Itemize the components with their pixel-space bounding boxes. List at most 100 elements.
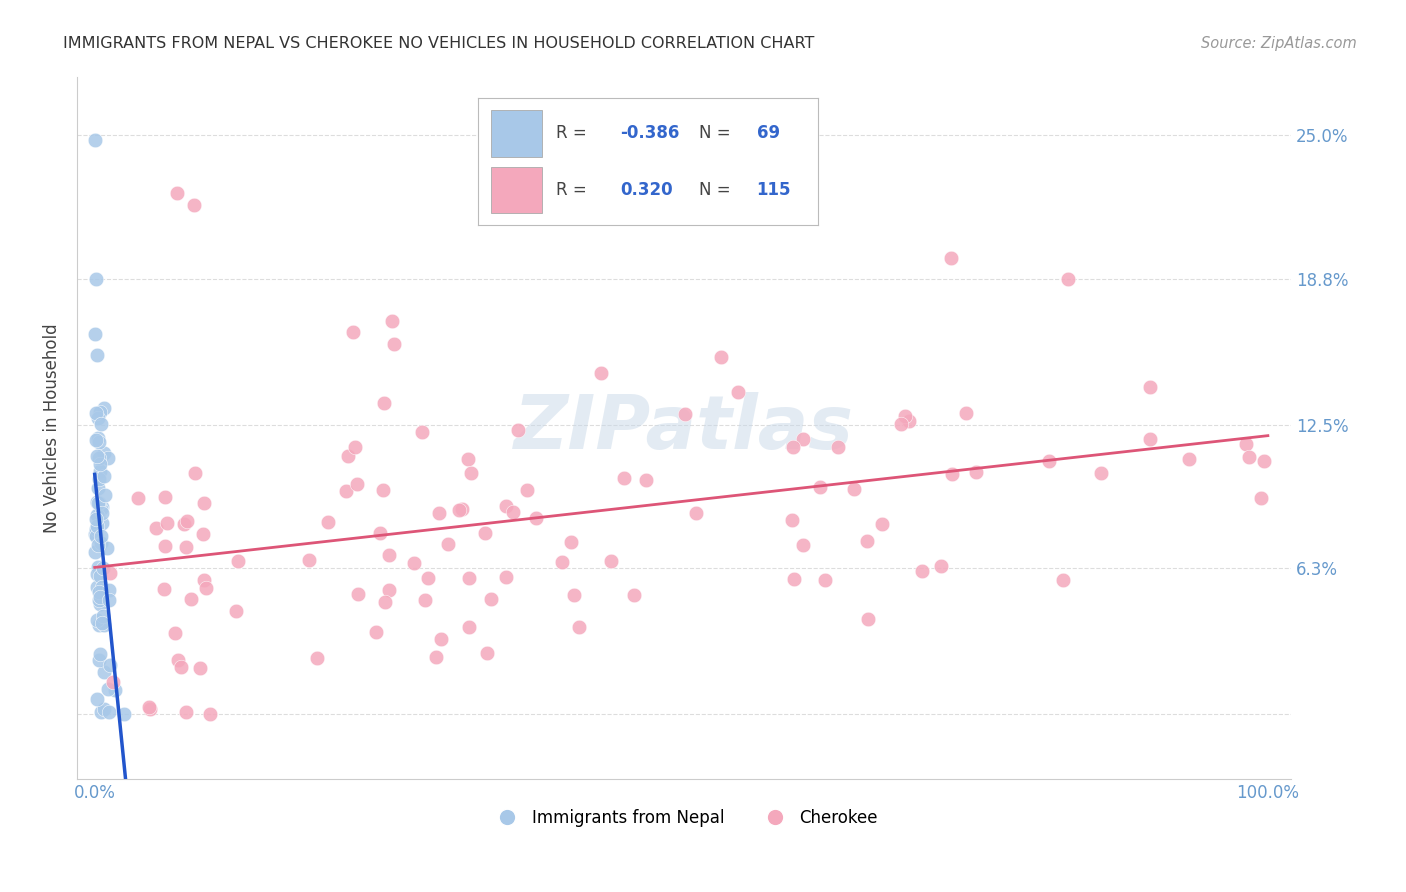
Point — [93, 401, 115, 415]
Point — [316, 515, 339, 529]
Point — [84, 406, 107, 420]
Point — [86, 567, 108, 582]
Point — [342, 325, 364, 339]
Point — [87, 592, 110, 607]
Point — [87, 509, 110, 524]
Point — [226, 554, 249, 568]
Point — [502, 505, 524, 519]
Point — [893, 409, 915, 423]
Point — [1139, 432, 1161, 446]
Point — [193, 527, 215, 541]
Point — [180, 592, 202, 607]
Point — [173, 516, 195, 531]
Point — [475, 646, 498, 660]
Point — [955, 406, 977, 420]
Point — [827, 440, 849, 454]
Point — [780, 513, 803, 527]
Point — [198, 707, 221, 722]
Point — [382, 336, 405, 351]
Point — [86, 518, 108, 533]
Point — [437, 537, 460, 551]
Point — [86, 481, 108, 495]
Point — [429, 632, 451, 646]
Point — [86, 496, 108, 510]
Point — [112, 707, 135, 722]
Point — [152, 582, 174, 596]
Point — [495, 499, 517, 513]
Point — [86, 449, 108, 463]
Point — [84, 544, 107, 558]
Point — [176, 514, 198, 528]
Point — [87, 410, 110, 425]
Point — [374, 595, 396, 609]
Point — [155, 540, 177, 554]
Point — [727, 384, 749, 399]
Point — [1178, 451, 1201, 466]
Point — [89, 465, 111, 479]
Point — [378, 582, 401, 597]
Point — [460, 466, 482, 480]
Point — [458, 620, 481, 634]
Point — [98, 566, 121, 580]
Point — [166, 186, 188, 201]
Point — [562, 588, 585, 602]
Point — [174, 540, 197, 554]
Point — [97, 582, 120, 597]
Point — [87, 431, 110, 445]
Point — [792, 433, 814, 447]
Point — [155, 516, 177, 530]
Point — [506, 423, 529, 437]
Point — [600, 554, 623, 568]
Point — [844, 482, 866, 496]
Point — [93, 446, 115, 460]
Point — [86, 495, 108, 509]
Point — [89, 405, 111, 419]
Point — [84, 529, 107, 543]
Point — [591, 366, 613, 380]
Point — [378, 548, 401, 562]
Point — [1038, 454, 1060, 468]
Point — [366, 624, 388, 639]
Point — [89, 457, 111, 471]
Point — [91, 561, 114, 575]
Point — [90, 500, 112, 514]
Point — [90, 417, 112, 432]
Point — [93, 617, 115, 632]
Text: ZIPatlas: ZIPatlas — [515, 392, 855, 465]
Point — [307, 651, 329, 665]
Point — [1234, 436, 1257, 450]
Point — [343, 441, 366, 455]
Point — [193, 496, 215, 510]
Point — [346, 476, 368, 491]
Point — [97, 705, 120, 719]
Point — [93, 702, 115, 716]
Point — [404, 556, 426, 570]
Y-axis label: No Vehicles in Household: No Vehicles in Household — [44, 324, 60, 533]
Point — [84, 512, 107, 526]
Point — [100, 657, 122, 672]
Point — [93, 665, 115, 679]
Point — [104, 683, 127, 698]
Point — [1057, 272, 1080, 286]
Point — [413, 592, 436, 607]
Point — [560, 535, 582, 549]
Point — [163, 626, 186, 640]
Point — [94, 488, 117, 502]
Point — [1250, 491, 1272, 505]
Point — [551, 555, 574, 569]
Point — [368, 526, 391, 541]
Point — [1090, 466, 1112, 480]
Point — [86, 580, 108, 594]
Point — [98, 593, 121, 607]
Text: IMMIGRANTS FROM NEPAL VS CHEROKEE NO VEHICLES IN HOUSEHOLD CORRELATION CHART: IMMIGRANTS FROM NEPAL VS CHEROKEE NO VEH… — [63, 36, 814, 51]
Point — [183, 198, 205, 212]
Point — [89, 597, 111, 611]
Point — [808, 480, 831, 494]
Point — [225, 604, 247, 618]
Point — [87, 451, 110, 466]
Point — [792, 538, 814, 552]
Point — [373, 396, 395, 410]
Point — [911, 564, 934, 578]
Point — [101, 675, 124, 690]
Point — [87, 472, 110, 486]
